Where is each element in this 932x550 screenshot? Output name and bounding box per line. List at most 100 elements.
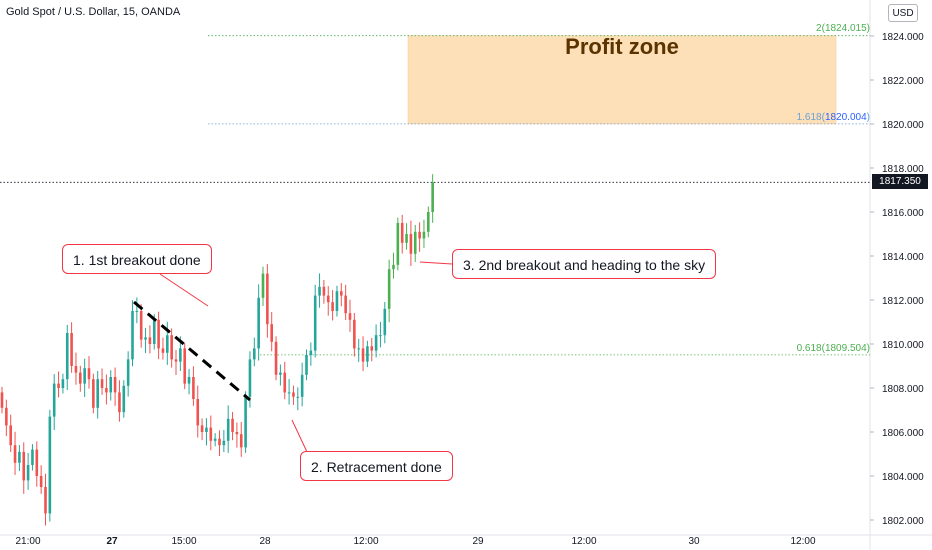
candle-body: [239, 434, 243, 448]
candle-body: [39, 476, 43, 487]
y-tick-label: 1802.000: [882, 516, 924, 527]
candle-body: [161, 348, 165, 353]
fib-ratio: 2: [816, 23, 822, 34]
candle-body: [18, 451, 21, 463]
candle-body: [174, 359, 178, 362]
candle-body: [396, 223, 400, 265]
candle-body: [139, 311, 143, 340]
candle-body: [331, 302, 334, 311]
candle-body: [274, 341, 278, 375]
trend-line: [133, 300, 251, 402]
candle-body: [261, 273, 265, 298]
candle-body: [335, 291, 339, 311]
candle-body: [96, 379, 99, 408]
x-tick-label: 21:00: [15, 536, 40, 547]
candle-body: [105, 388, 108, 393]
candle-body: [226, 418, 230, 441]
fib-price: 1809.504: [824, 343, 867, 354]
candle-body: [74, 366, 78, 373]
fib-label-0618: 0.618(1809.504): [796, 343, 870, 354]
y-tick-label: 1808.000: [882, 384, 924, 395]
candle-body: [287, 392, 291, 394]
candle-body: [305, 355, 308, 375]
candle-body: [131, 311, 134, 360]
candle-body: [370, 346, 374, 351]
candle-body: [170, 335, 173, 360]
candle-body: [366, 346, 369, 362]
currency-button[interactable]: USD: [888, 4, 918, 22]
x-tick-label: 12:00: [353, 536, 378, 547]
x-tick-label: 27: [106, 536, 118, 547]
candle-body: [357, 348, 360, 350]
candle-body: [209, 427, 213, 441]
current-price-tag: 1817.350: [872, 174, 928, 189]
y-tick-label: 1818.000: [882, 164, 924, 175]
candle-body: [35, 449, 39, 476]
candle-body: [113, 377, 117, 393]
candle-body: [183, 348, 186, 384]
y-tick-label: 1814.000: [882, 252, 924, 263]
candle-body: [109, 377, 113, 393]
fib-ratio: 0.618: [796, 343, 822, 354]
callout-retracement[interactable]: 2. Retracement done: [300, 451, 453, 481]
candle-body: [292, 392, 295, 397]
candle-body: [279, 372, 282, 375]
candle-body: [392, 264, 395, 270]
candle-body: [300, 374, 304, 397]
candle-body: [179, 348, 182, 362]
candle-body: [218, 438, 221, 446]
candle-body: [387, 269, 391, 309]
candle-body: [418, 231, 421, 239]
candle-body: [213, 438, 217, 441]
candle-body: [135, 311, 139, 312]
candle-body: [400, 223, 404, 243]
y-tick-label: 1824.000: [882, 32, 924, 43]
candle-body: [344, 295, 347, 314]
candle-body: [283, 372, 287, 393]
candle-body: [383, 308, 387, 336]
candle-body: [65, 333, 69, 380]
candle-body: [31, 449, 34, 465]
x-tick-label: 28: [259, 536, 271, 547]
chart-title: Gold Spot / U.S. Dollar, 15, OANDA: [6, 6, 181, 18]
x-tick-label: 29: [472, 536, 484, 547]
candle-body: [152, 319, 156, 344]
candle-body: [427, 212, 430, 232]
candle-body: [405, 234, 408, 243]
candle-body: [431, 182, 434, 212]
candle-body: [222, 440, 226, 446]
profit-zone-label: Profit zone: [565, 34, 679, 59]
fib-label-2: 2(1824.015): [816, 23, 870, 34]
candle-body: [313, 295, 317, 351]
fib-price: 1824.015: [824, 23, 867, 34]
callout-pointer: [159, 273, 209, 307]
x-tick-label: 30: [688, 536, 700, 547]
fib-label-1618: 1.618(1820.004): [796, 112, 870, 123]
candle-body: [309, 350, 313, 355]
callout-second-breakout[interactable]: 3. 2nd breakout and heading to the sky: [452, 249, 717, 279]
candle-body: [5, 407, 8, 426]
y-tick-label: 1822.000: [882, 76, 924, 87]
candle-body: [340, 291, 343, 296]
candle-body: [318, 286, 321, 296]
fib-price: 1820.004: [824, 112, 867, 123]
candle-body: [48, 416, 52, 514]
candle-body: [348, 313, 352, 320]
candle-body: [0, 392, 4, 408]
candle-body: [235, 432, 239, 435]
candle-body: [196, 399, 200, 426]
candle-body: [413, 231, 417, 254]
candle-body: [79, 372, 82, 384]
callout-first-breakout[interactable]: 1. 1st breakout done: [62, 244, 212, 274]
candle-body: [26, 465, 30, 481]
candle-body: [244, 396, 247, 448]
candle-body: [361, 348, 365, 362]
callout-pointer: [419, 261, 453, 265]
fib-ratio: 1.618: [796, 112, 822, 123]
candle-body: [374, 335, 378, 351]
y-tick-label: 1820.000: [882, 120, 924, 131]
candle-body: [322, 286, 326, 296]
candle-body: [22, 451, 26, 481]
candle-body: [266, 273, 269, 325]
